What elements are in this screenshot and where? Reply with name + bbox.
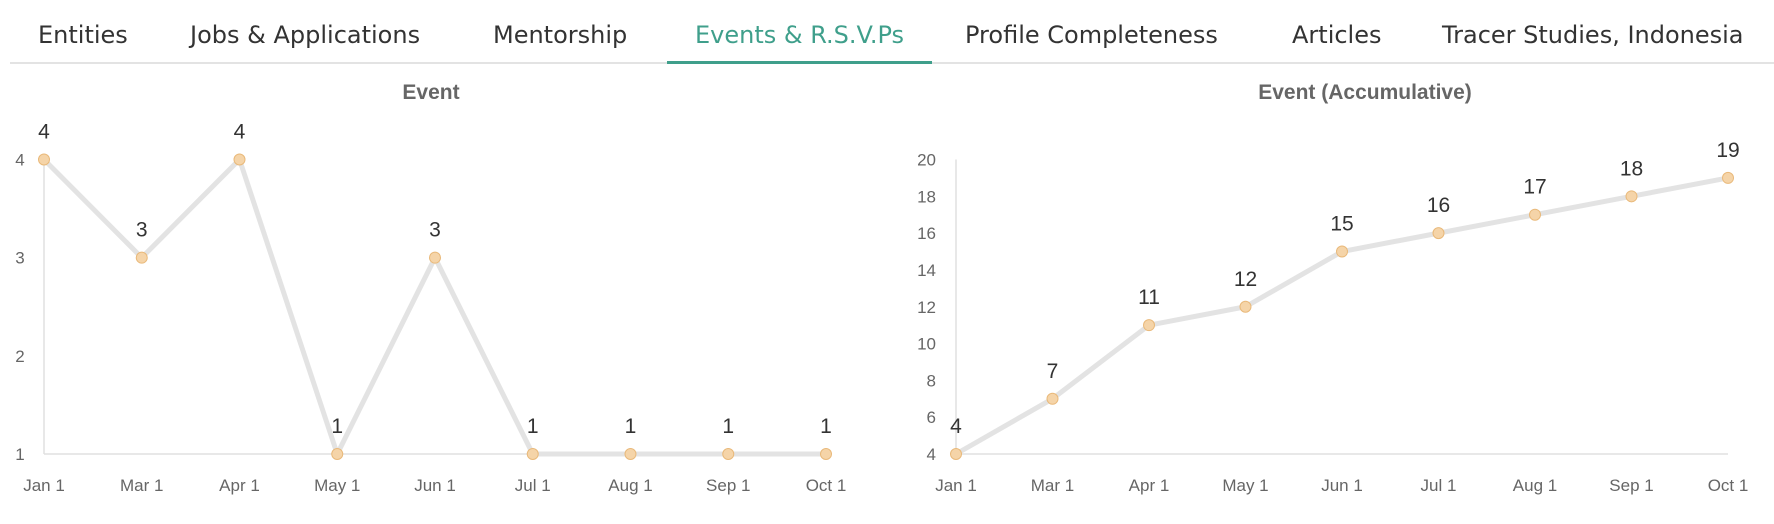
tab-mentorship[interactable]: Mentorship <box>493 21 628 49</box>
x-tick-label: Jul 1 <box>1421 476 1457 495</box>
x-tick-label: Sep 1 <box>1609 476 1653 495</box>
data-point <box>38 153 50 166</box>
x-tick-label: Jan 1 <box>23 476 65 495</box>
y-tick-label: 1 <box>15 445 24 464</box>
x-tick-label: Apr 1 <box>1129 476 1170 495</box>
x-tick-label: Jan 1 <box>935 476 977 495</box>
x-tick-label: Apr 1 <box>219 476 260 495</box>
data-label: 11 <box>1138 286 1160 309</box>
data-label: 3 <box>136 219 148 242</box>
x-tick-label: Aug 1 <box>1513 476 1557 495</box>
data-label: 1 <box>722 415 734 438</box>
data-label: 12 <box>1234 268 1257 291</box>
data-point <box>1722 171 1734 184</box>
chart-title: Event (Accumulative) <box>1258 81 1472 104</box>
data-label: 4 <box>38 121 50 144</box>
y-tick-label: 8 <box>927 371 936 390</box>
data-label: 4 <box>950 415 962 438</box>
data-label: 4 <box>234 121 246 144</box>
tab-bar: Entities Jobs & Applications Mentorship … <box>10 0 1774 64</box>
tab-entities[interactable]: Entities <box>38 21 128 49</box>
data-point <box>624 448 637 460</box>
data-point <box>233 153 246 166</box>
chart-event: Event 1 2 3 4 Jan 1 Mar 1 Apr 1 May 1 Jun 1 Jul 1… <box>0 70 870 520</box>
x-tick-label: Oct 1 <box>806 476 847 495</box>
data-label: 19 <box>1716 139 1739 162</box>
data-point <box>331 448 344 460</box>
series-line <box>41 157 829 457</box>
data-label: 1 <box>625 415 637 438</box>
x-tick-label: May 1 <box>314 476 360 495</box>
y-tick-label: 12 <box>917 298 936 317</box>
data-point <box>526 448 539 460</box>
data-point <box>820 448 832 460</box>
data-label: 16 <box>1427 194 1450 217</box>
y-tick-label: 4 <box>15 151 24 170</box>
tab-tracer-studies-indonesia[interactable]: Tracer Studies, Indonesia <box>1442 21 1744 49</box>
x-tick-label: Sep 1 <box>706 476 750 495</box>
data-label: 1 <box>527 415 539 438</box>
y-tick-label: 10 <box>917 335 936 354</box>
y-tick-label: 6 <box>927 408 936 427</box>
y-tick-label: 4 <box>927 445 936 464</box>
x-tick-label: Jul 1 <box>515 476 551 495</box>
event-accumulative-chart-svg: Event (Accumulative) 468101214161820Jan … <box>917 81 1749 495</box>
data-point <box>1336 245 1348 258</box>
data-point <box>135 251 148 264</box>
data-label: 7 <box>1047 360 1059 383</box>
tab-profile-completeness[interactable]: Profile Completeness <box>965 21 1218 49</box>
x-tick-label: Aug 1 <box>608 476 652 495</box>
data-label: 1 <box>820 415 832 438</box>
chart-title: Event <box>402 81 459 104</box>
event-chart-svg: Event 1 2 3 4 Jan 1 Mar 1 Apr 1 May 1 Jun 1 Jul 1… <box>15 81 847 495</box>
x-tick-label: Jun 1 <box>1321 476 1363 495</box>
data-point <box>950 448 962 460</box>
chart-event-accumulative: Event (Accumulative) 4 6 8 10 12 14 16 18 20 Jan … <box>880 70 1774 520</box>
data-label: 17 <box>1523 176 1546 199</box>
data-point <box>429 251 441 264</box>
data-point <box>1432 227 1445 240</box>
data-point <box>722 448 735 460</box>
data-label: 15 <box>1330 213 1353 236</box>
y-tick-label: 2 <box>15 347 24 366</box>
y-tick-label: 18 <box>917 187 936 206</box>
data-point <box>1529 208 1541 221</box>
tab-jobs-applications[interactable]: Jobs & Applications <box>190 21 421 49</box>
data-label: 3 <box>429 219 441 242</box>
data-point <box>1143 319 1155 332</box>
tab-events-rsvps[interactable]: Events & R.S.V.Ps <box>667 0 933 64</box>
x-tick-label: Mar 1 <box>1031 476 1074 495</box>
data-point <box>1625 190 1638 203</box>
data-label: 18 <box>1620 157 1643 180</box>
y-tick-label: 3 <box>15 249 24 268</box>
x-tick-label: Mar 1 <box>120 476 163 495</box>
data-point <box>1046 392 1059 405</box>
y-tick-label: 14 <box>917 261 936 280</box>
y-tick-label: 20 <box>917 151 936 170</box>
x-tick-label: Oct 1 <box>1708 476 1749 495</box>
data-point <box>1239 300 1252 313</box>
y-tick-label: 16 <box>917 224 936 243</box>
x-tick-label: May 1 <box>1222 476 1268 495</box>
x-tick-label: Jun 1 <box>414 476 456 495</box>
tab-articles[interactable]: Articles <box>1292 21 1382 49</box>
data-label: 1 <box>331 415 343 438</box>
